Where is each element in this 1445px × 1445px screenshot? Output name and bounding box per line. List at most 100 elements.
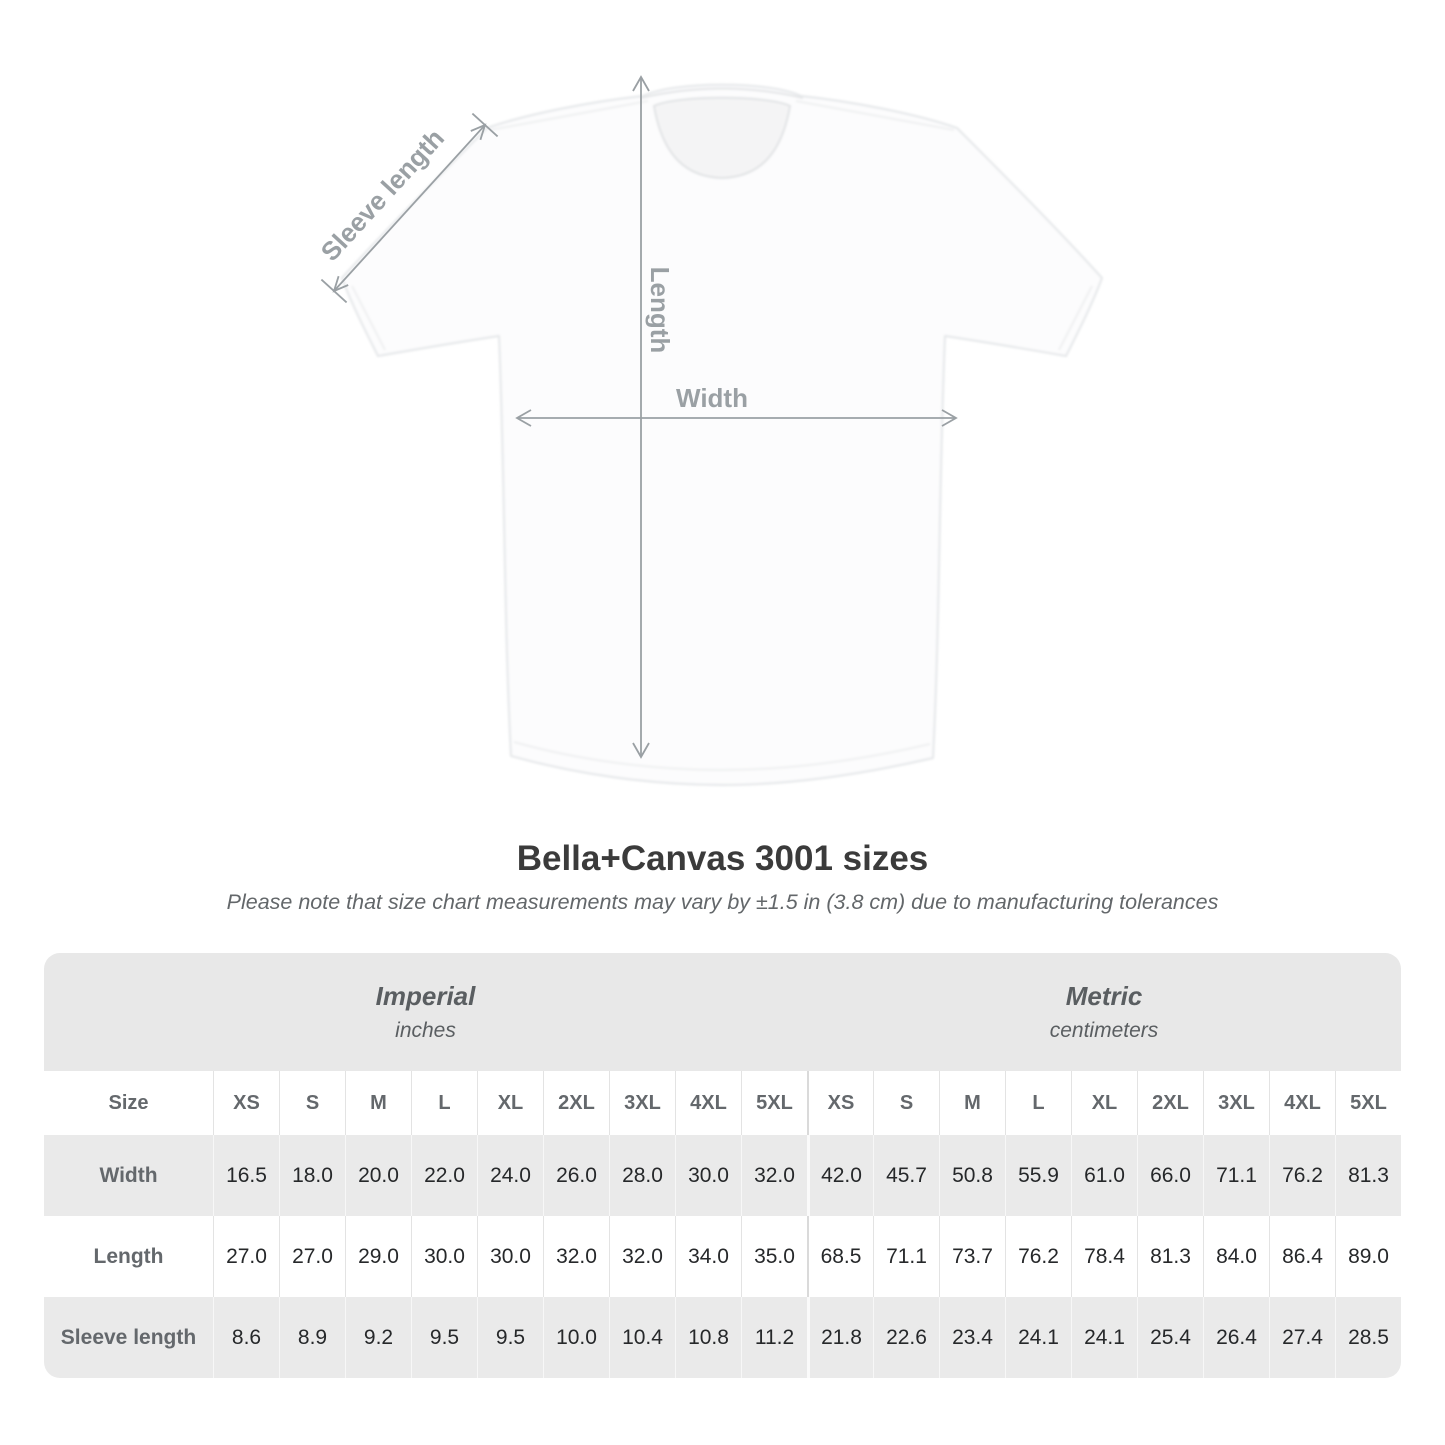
- value-cell: 10.4: [609, 1297, 675, 1378]
- value-cell: 26.0: [543, 1135, 609, 1216]
- value-cell: 35.0: [741, 1216, 807, 1297]
- metric-label: Metric: [1065, 981, 1143, 1011]
- size-header: XL: [1071, 1071, 1137, 1135]
- value-cell: 18.0: [279, 1135, 345, 1216]
- value-cell: 27.0: [213, 1216, 279, 1297]
- collar-opening: [652, 96, 792, 180]
- value-cell: 8.9: [279, 1297, 345, 1378]
- value-cell: 16.5: [213, 1135, 279, 1216]
- width-row: Width 16.5 18.0 20.0 22.0 24.0 26.0 28.0…: [44, 1135, 1401, 1216]
- tshirt-illustration: [340, 83, 1104, 787]
- shoulder-seam-left: [489, 100, 649, 131]
- size-header: S: [279, 1071, 345, 1135]
- value-cell: 68.5: [807, 1216, 873, 1297]
- value-cell: 34.0: [675, 1216, 741, 1297]
- width-label: Width: [676, 383, 748, 413]
- sleeve-hem-left: [351, 285, 386, 351]
- value-cell: 9.5: [477, 1297, 543, 1378]
- size-header: 3XL: [1203, 1071, 1269, 1135]
- row-label-sleeve-length: Sleeve length: [60, 1325, 197, 1349]
- sleeve-length-arrow: [320, 112, 499, 304]
- value-cell: 81.3: [1137, 1216, 1203, 1297]
- size-header: XL: [477, 1071, 543, 1135]
- value-cell: 30.0: [477, 1216, 543, 1297]
- tshirt-diagram: Sleeve length Length Width: [315, 75, 1104, 787]
- value-cell: 32.0: [609, 1216, 675, 1297]
- value-cell: 30.0: [411, 1216, 477, 1297]
- size-header: 2XL: [543, 1071, 609, 1135]
- value-cell: 86.4: [1269, 1216, 1335, 1297]
- value-cell: 42.0: [807, 1135, 873, 1216]
- value-cell: 84.0: [1203, 1216, 1269, 1297]
- bottom-hem: [513, 741, 931, 772]
- value-cell: 26.4: [1203, 1297, 1269, 1378]
- size-header: L: [1005, 1071, 1071, 1135]
- length-arrow: [632, 75, 650, 759]
- value-cell: 32.0: [543, 1216, 609, 1297]
- size-column-header: Size: [108, 1091, 149, 1114]
- size-header: 5XL: [1335, 1071, 1401, 1135]
- size-header-row: Size XS S M L XL 2XL 3XL 4XL 5XL XS S M …: [44, 1071, 1401, 1135]
- width-arrow: [515, 409, 958, 427]
- unit-header-row: Imperial inches Metric centimeters: [44, 953, 1401, 1071]
- value-cell: 29.0: [345, 1216, 411, 1297]
- value-cell: 55.9: [1005, 1135, 1071, 1216]
- size-header: S: [873, 1071, 939, 1135]
- value-cell: 9.5: [411, 1297, 477, 1378]
- size-header: L: [411, 1071, 477, 1135]
- size-table: Imperial inches Metric centimeters Size …: [44, 953, 1401, 1378]
- value-cell: 27.4: [1269, 1297, 1335, 1378]
- value-cell: 30.0: [675, 1135, 741, 1216]
- value-cell: 22.0: [411, 1135, 477, 1216]
- page-title: Bella+Canvas 3001 sizes: [516, 839, 929, 878]
- tshirt-body: [340, 83, 1104, 787]
- value-cell: 11.2: [741, 1297, 807, 1378]
- value-cell: 10.8: [675, 1297, 741, 1378]
- value-cell: 10.0: [543, 1297, 609, 1378]
- value-cell: 61.0: [1071, 1135, 1137, 1216]
- sleeve-hem-right: [1058, 285, 1093, 351]
- value-cell: 81.3: [1335, 1135, 1401, 1216]
- value-cell: 45.7: [873, 1135, 939, 1216]
- value-cell: 76.2: [1269, 1135, 1335, 1216]
- size-header: 5XL: [741, 1071, 807, 1135]
- value-cell: 25.4: [1137, 1297, 1203, 1378]
- value-cell: 8.6: [213, 1297, 279, 1378]
- metric-header: Metric centimeters: [807, 953, 1401, 1071]
- value-cell: 21.8: [807, 1297, 873, 1378]
- value-cell: 27.0: [279, 1216, 345, 1297]
- value-cell: 28.0: [609, 1135, 675, 1216]
- length-row: Length 27.0 27.0 29.0 30.0 30.0 32.0 32.…: [44, 1216, 1401, 1297]
- value-cell: 73.7: [939, 1216, 1005, 1297]
- value-cell: 50.8: [939, 1135, 1005, 1216]
- value-cell: 23.4: [939, 1297, 1005, 1378]
- shoulder-seam-right: [795, 100, 955, 131]
- row-label-length: Length: [93, 1244, 164, 1268]
- value-cell: 71.1: [1203, 1135, 1269, 1216]
- size-header: 4XL: [1269, 1071, 1335, 1135]
- size-header: 2XL: [1137, 1071, 1203, 1135]
- value-cell: 71.1: [873, 1216, 939, 1297]
- value-cell: 78.4: [1071, 1216, 1137, 1297]
- size-header: M: [939, 1071, 1005, 1135]
- imperial-sublabel: inches: [395, 1019, 456, 1042]
- row-label-width: Width: [99, 1163, 158, 1187]
- size-header: XS: [807, 1071, 873, 1135]
- length-label: Length: [645, 267, 675, 354]
- value-cell: 76.2: [1005, 1216, 1071, 1297]
- imperial-label: Imperial: [375, 981, 476, 1011]
- value-cell: 24.0: [477, 1135, 543, 1216]
- value-cell: 66.0: [1137, 1135, 1203, 1216]
- size-header: 3XL: [609, 1071, 675, 1135]
- collar-band: [640, 87, 804, 99]
- imperial-header: Imperial inches: [44, 953, 807, 1071]
- metric-sublabel: centimeters: [1049, 1019, 1159, 1042]
- value-cell: 20.0: [345, 1135, 411, 1216]
- sleeve-length-row: Sleeve length 8.6 8.9 9.2 9.5 9.5 10.0 1…: [44, 1297, 1401, 1378]
- size-header: M: [345, 1071, 411, 1135]
- size-header: XS: [213, 1071, 279, 1135]
- size-header: 4XL: [675, 1071, 741, 1135]
- value-cell: 22.6: [873, 1297, 939, 1378]
- value-cell: 28.5: [1335, 1297, 1401, 1378]
